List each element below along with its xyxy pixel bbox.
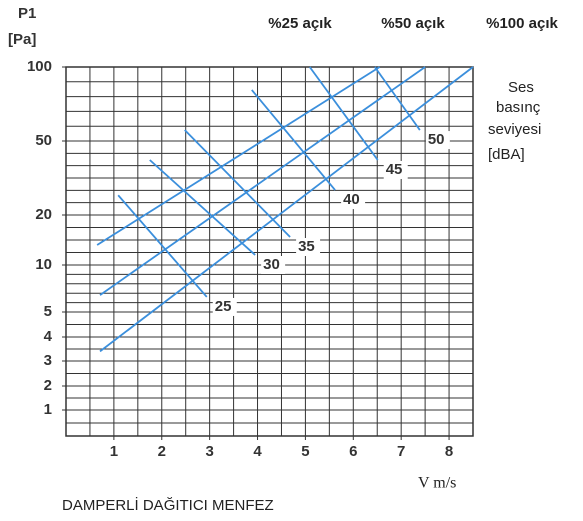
sound-level-line — [184, 129, 291, 238]
opening-line — [96, 66, 381, 246]
sound-level-label: 25 — [215, 298, 232, 315]
y-tick-label: 50 — [35, 132, 52, 149]
sound-level-line — [374, 66, 421, 131]
sound-level-label: 30 — [263, 256, 280, 273]
opening-label: %50 açık — [381, 15, 445, 32]
y-tick-label: 100 — [27, 58, 52, 75]
label-bg — [383, 160, 408, 179]
sound-level-line — [251, 89, 336, 191]
y-tick-label: 1 — [44, 401, 52, 418]
label-bg — [425, 131, 450, 150]
opening-line — [99, 66, 426, 296]
x-tick-label: 1 — [110, 443, 118, 460]
label-bg — [341, 191, 366, 210]
x-tick-label: 5 — [301, 443, 309, 460]
footer: DAMPERLİ DAĞITICI MENFEZ — [62, 496, 274, 514]
sound-level-line — [308, 66, 379, 161]
opening-label: %25 açık — [268, 15, 332, 32]
sound-level-label: 40 — [343, 191, 360, 208]
opening-label: %100 açık — [486, 15, 558, 32]
label-bg — [212, 297, 237, 316]
sound-level-label: 50 — [428, 131, 445, 148]
y-tick-label: 3 — [44, 352, 52, 369]
y-tick-label: 2 — [44, 377, 52, 394]
legend-title: [dBA] — [488, 146, 525, 163]
x-axis-label: V m/s — [418, 475, 456, 492]
legend-title: seviyesi — [488, 121, 541, 138]
x-tick-label: 8 — [445, 443, 453, 460]
sound-level-label: 35 — [298, 238, 315, 255]
y-axis-label: [Pa] — [8, 31, 36, 48]
y-axis-label: P1 — [18, 5, 36, 22]
x-tick-label: 3 — [205, 443, 213, 460]
sound-level-line — [117, 194, 208, 298]
legend-title: Ses — [508, 79, 534, 96]
y-tick-label: 20 — [35, 206, 52, 223]
x-tick-label: 7 — [397, 443, 405, 460]
legend-title: basınç — [496, 99, 541, 116]
sound-level-line — [149, 159, 256, 256]
x-tick-label: 2 — [158, 443, 166, 460]
y-tick-label: 10 — [35, 256, 52, 273]
sound-level-label: 45 — [386, 161, 403, 178]
x-tick-label: 6 — [349, 443, 357, 460]
label-bg — [296, 238, 321, 256]
label-bg — [261, 256, 286, 274]
opening-line — [99, 66, 474, 353]
y-tick-label: 4 — [44, 328, 53, 345]
x-tick-label: 4 — [253, 443, 262, 460]
plot-frame — [65, 66, 474, 437]
y-tick-label: 5 — [44, 303, 52, 320]
